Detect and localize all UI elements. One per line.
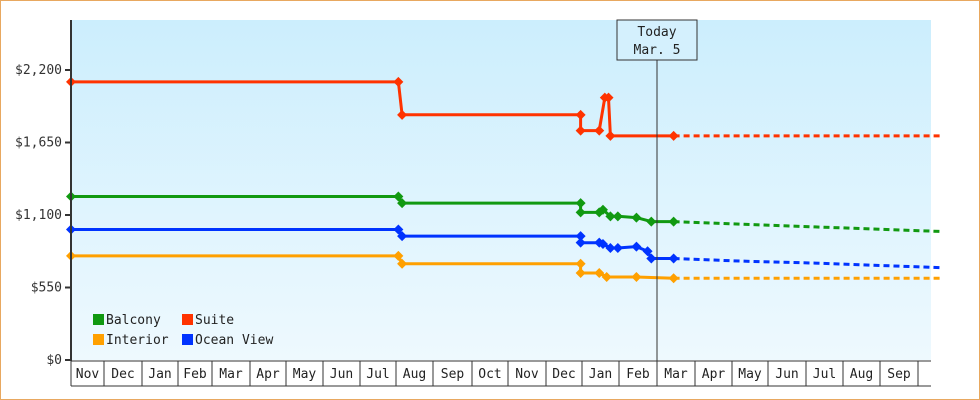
forecast-line [673,220,942,233]
data-point-marker[interactable] [646,253,657,264]
data-point-marker[interactable] [575,258,586,269]
data-point-marker[interactable] [642,246,653,257]
today-label-box [616,19,698,61]
x-month-label: Apr [256,367,280,382]
data-point-marker[interactable] [393,76,404,87]
series-balcony [66,191,942,233]
data-point-marker[interactable] [594,268,605,278]
legend-label: Interior [106,333,169,348]
data-point-marker[interactable] [594,125,605,136]
legend: Balcony Suite Interior Ocean View [93,313,273,348]
legend-swatch [182,334,193,345]
data-point-marker[interactable] [631,241,642,252]
x-month-label: Dec [111,367,134,382]
x-month-label: May [738,367,762,382]
data-point-marker[interactable] [397,109,408,120]
x-month-label: Feb [183,367,207,382]
data-point-marker[interactable] [631,271,642,282]
x-month-label: Apr [702,367,726,382]
series-ocean-view [66,224,942,270]
data-point-marker[interactable] [603,92,614,103]
y-tick-label: $550 [31,281,62,296]
y-tick-label: $1,100 [15,208,62,223]
today-label: Today [637,25,676,40]
series-layer [66,76,942,284]
data-point-marker[interactable] [601,271,612,282]
data-point-marker[interactable] [668,273,679,284]
data-point-marker[interactable] [575,268,586,278]
series-suite [66,76,942,141]
data-point-marker[interactable] [597,204,608,215]
data-point-marker[interactable] [575,198,586,209]
series-interior [66,250,942,284]
plot-area [71,20,931,360]
legend-item-balcony[interactable]: Balcony [93,313,161,328]
data-point-marker[interactable] [612,211,623,222]
legend-label: Balcony [106,313,161,328]
data-point-marker[interactable] [575,125,586,136]
x-month-label: Dec [552,367,575,382]
data-point-marker[interactable] [605,242,616,253]
data-point-marker[interactable] [397,258,408,269]
x-month-label: Sep [441,367,465,382]
x-month-label: Feb [626,367,650,382]
data-point-marker[interactable] [575,237,586,248]
x-month-label: Mar [219,367,243,382]
legend-item-interior[interactable]: Interior [93,333,169,348]
x-month-label: Aug [403,367,426,382]
y-tick-label: $0 [46,353,62,368]
today-date: Mar. 5 [634,43,681,58]
data-point-marker[interactable] [605,130,616,141]
y-axis-ticks: $0 $550 $1,100 $1,650 $2,200 [15,63,71,368]
x-month-label: Jan [148,367,171,382]
data-point-marker[interactable] [393,224,404,235]
data-point-marker[interactable] [575,231,586,242]
x-month-label: Jan [589,367,612,382]
y-tick-label: $2,200 [15,63,62,78]
data-point-marker[interactable] [397,198,408,209]
data-point-marker[interactable] [668,253,679,264]
x-month-label: Mar [664,367,688,382]
data-point-marker[interactable] [668,130,679,141]
data-point-marker[interactable] [631,212,642,223]
legend-swatch [93,314,104,325]
y-tick-label: $1,650 [15,136,62,151]
x-month-label: Jul [366,367,389,382]
x-month-label: May [293,367,317,382]
x-month-label: Jul [813,367,836,382]
today-marker: Today Mar. 5 [616,19,698,361]
x-month-label: Aug [850,367,873,382]
forecast-line [673,257,942,270]
x-month-label: Oct [478,367,501,382]
data-point-marker[interactable] [575,109,586,120]
x-month-label: Nov [515,367,539,382]
data-point-marker[interactable] [646,216,657,227]
data-point-marker[interactable] [575,207,586,218]
data-point-marker[interactable] [612,242,623,253]
data-point-marker[interactable] [393,191,404,202]
x-month-label: Jun [775,367,798,382]
legend-swatch [182,314,193,325]
legend-label: Ocean View [195,333,273,348]
x-month-label: Jun [330,367,353,382]
x-month-label: Nov [76,367,100,382]
legend-label: Suite [195,313,234,328]
data-point-marker[interactable] [605,211,616,222]
legend-item-suite[interactable]: Suite [182,313,234,328]
data-point-marker[interactable] [393,250,404,261]
data-point-marker[interactable] [397,231,408,242]
data-point-marker[interactable] [668,216,679,227]
x-month-label: Sep [887,367,911,382]
x-axis-months: Nov Dec Jan Feb Mar Apr May Jun Jul Aug Sep Oct Nov D… [70,360,931,387]
legend-item-ocean-view[interactable]: Ocean View [182,333,273,348]
legend-swatch [93,334,104,345]
data-point-marker[interactable] [597,239,608,249]
